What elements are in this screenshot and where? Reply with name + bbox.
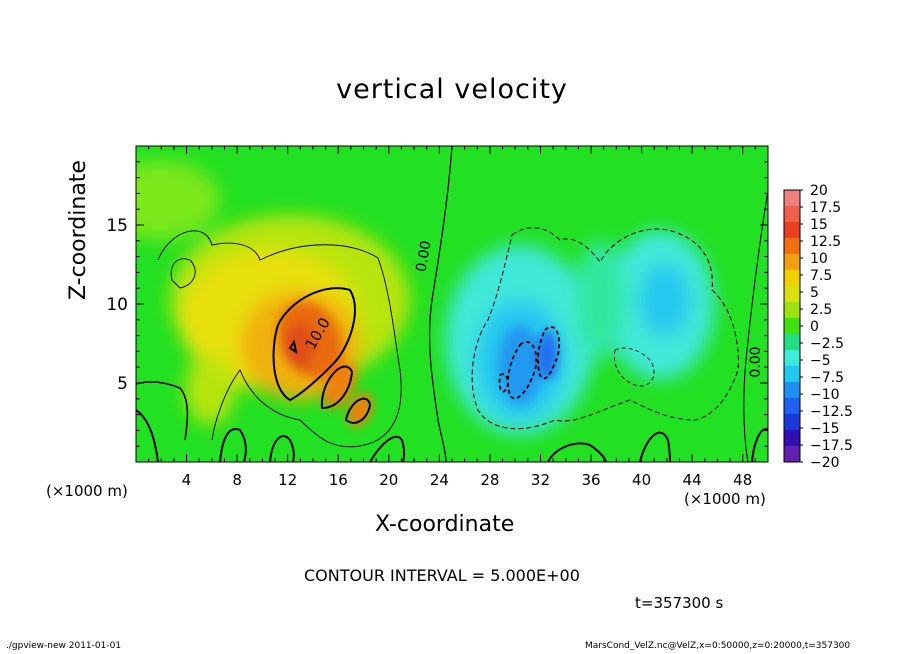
colorbar-swatch — [784, 334, 800, 351]
colorbar-label: −10 — [810, 387, 840, 403]
colorbar-label: −7.5 — [810, 370, 844, 386]
x-axis-unit-right: (×1000 m) — [684, 490, 766, 508]
y-axis-label: Z-coordinate — [66, 160, 91, 300]
colorbar-label: 20 — [810, 183, 828, 199]
colorbar-label: −12.5 — [810, 404, 853, 420]
colorbar-label: −20 — [810, 455, 840, 471]
colorbar-label: −15 — [810, 421, 840, 437]
colorbar-swatch — [784, 254, 800, 271]
colorbar-swatch — [784, 446, 800, 463]
x-tick-label: 32 — [531, 471, 550, 489]
colorbar-swatch — [784, 222, 800, 239]
x-tick-label: 4 — [182, 471, 192, 489]
footer-right: MarsCond_VelZ.nc@VelZ,x=0:50000,z=0:2000… — [585, 641, 851, 651]
colorbar-label: −2.5 — [810, 336, 844, 352]
x-tick-label: 16 — [329, 471, 348, 489]
x-tick-label: 12 — [278, 471, 297, 489]
colorbar-swatch — [784, 270, 800, 287]
x-axis-label: X-coordinate — [375, 512, 515, 537]
colorbar-label: 17.5 — [810, 200, 841, 216]
colorbar-label: −17.5 — [810, 438, 853, 454]
time-label: t=357300 s — [635, 594, 724, 612]
x-axis-unit-left: (×1000 m) — [46, 482, 128, 500]
colorbar-label: 0 — [810, 319, 819, 335]
y-tick-label: 15 — [106, 216, 128, 236]
colorbar-label: 5 — [810, 285, 819, 301]
colorbar: 2017.51512.5107.552.50−2.5−5−7.5−10−12.5… — [783, 183, 853, 471]
colorbar-swatch — [784, 430, 800, 447]
x-axis-ticks: 4 8 12 16 20 24 28 32 36 40 44 48 — [135, 146, 769, 489]
y-axis-ticks: 5 10 15 — [106, 145, 768, 463]
colorbar-label: −5 — [810, 353, 831, 369]
colorbar-swatch — [784, 398, 800, 415]
colorbar-swatch — [784, 238, 800, 255]
colorbar-swatch — [784, 382, 800, 399]
colorbar-label: 10 — [810, 251, 828, 267]
contour-interval-text: CONTOUR INTERVAL = 5.000E+00 — [304, 566, 580, 585]
contour-label: 0.00 — [413, 240, 434, 273]
x-tick-label: 20 — [379, 471, 398, 489]
x-tick-label: 48 — [733, 471, 752, 489]
colorbar-swatch — [784, 350, 800, 367]
colorbar-label: 7.5 — [810, 268, 832, 284]
footer-left: ./gpview-new 2011-01-01 — [6, 641, 122, 651]
colorbar-swatch — [784, 190, 800, 207]
colorbar-swatch — [784, 366, 800, 383]
colorbar-swatch — [784, 206, 800, 223]
x-tick-label: 40 — [632, 471, 651, 489]
x-tick-label: 44 — [683, 471, 702, 489]
colorbar-swatch — [784, 414, 800, 431]
colorbar-label: 15 — [810, 217, 828, 233]
colorbar-swatch — [784, 302, 800, 319]
x-tick-label: 8 — [232, 471, 242, 489]
colorbar-swatch — [784, 318, 800, 335]
contour-lines — [136, 146, 768, 462]
colorbar-label: 2.5 — [810, 302, 832, 318]
chart-title: vertical velocity — [336, 74, 568, 105]
heatmap-field — [136, 146, 768, 462]
contour-label: 0.00 — [748, 346, 764, 377]
x-tick-label: 24 — [430, 471, 449, 489]
y-tick-label: 5 — [117, 374, 128, 394]
x-tick-label: 36 — [581, 471, 600, 489]
colorbar-swatch — [784, 286, 800, 303]
x-tick-label: 28 — [480, 471, 499, 489]
colorbar-label: 12.5 — [810, 234, 841, 250]
y-tick-label: 10 — [106, 295, 128, 315]
